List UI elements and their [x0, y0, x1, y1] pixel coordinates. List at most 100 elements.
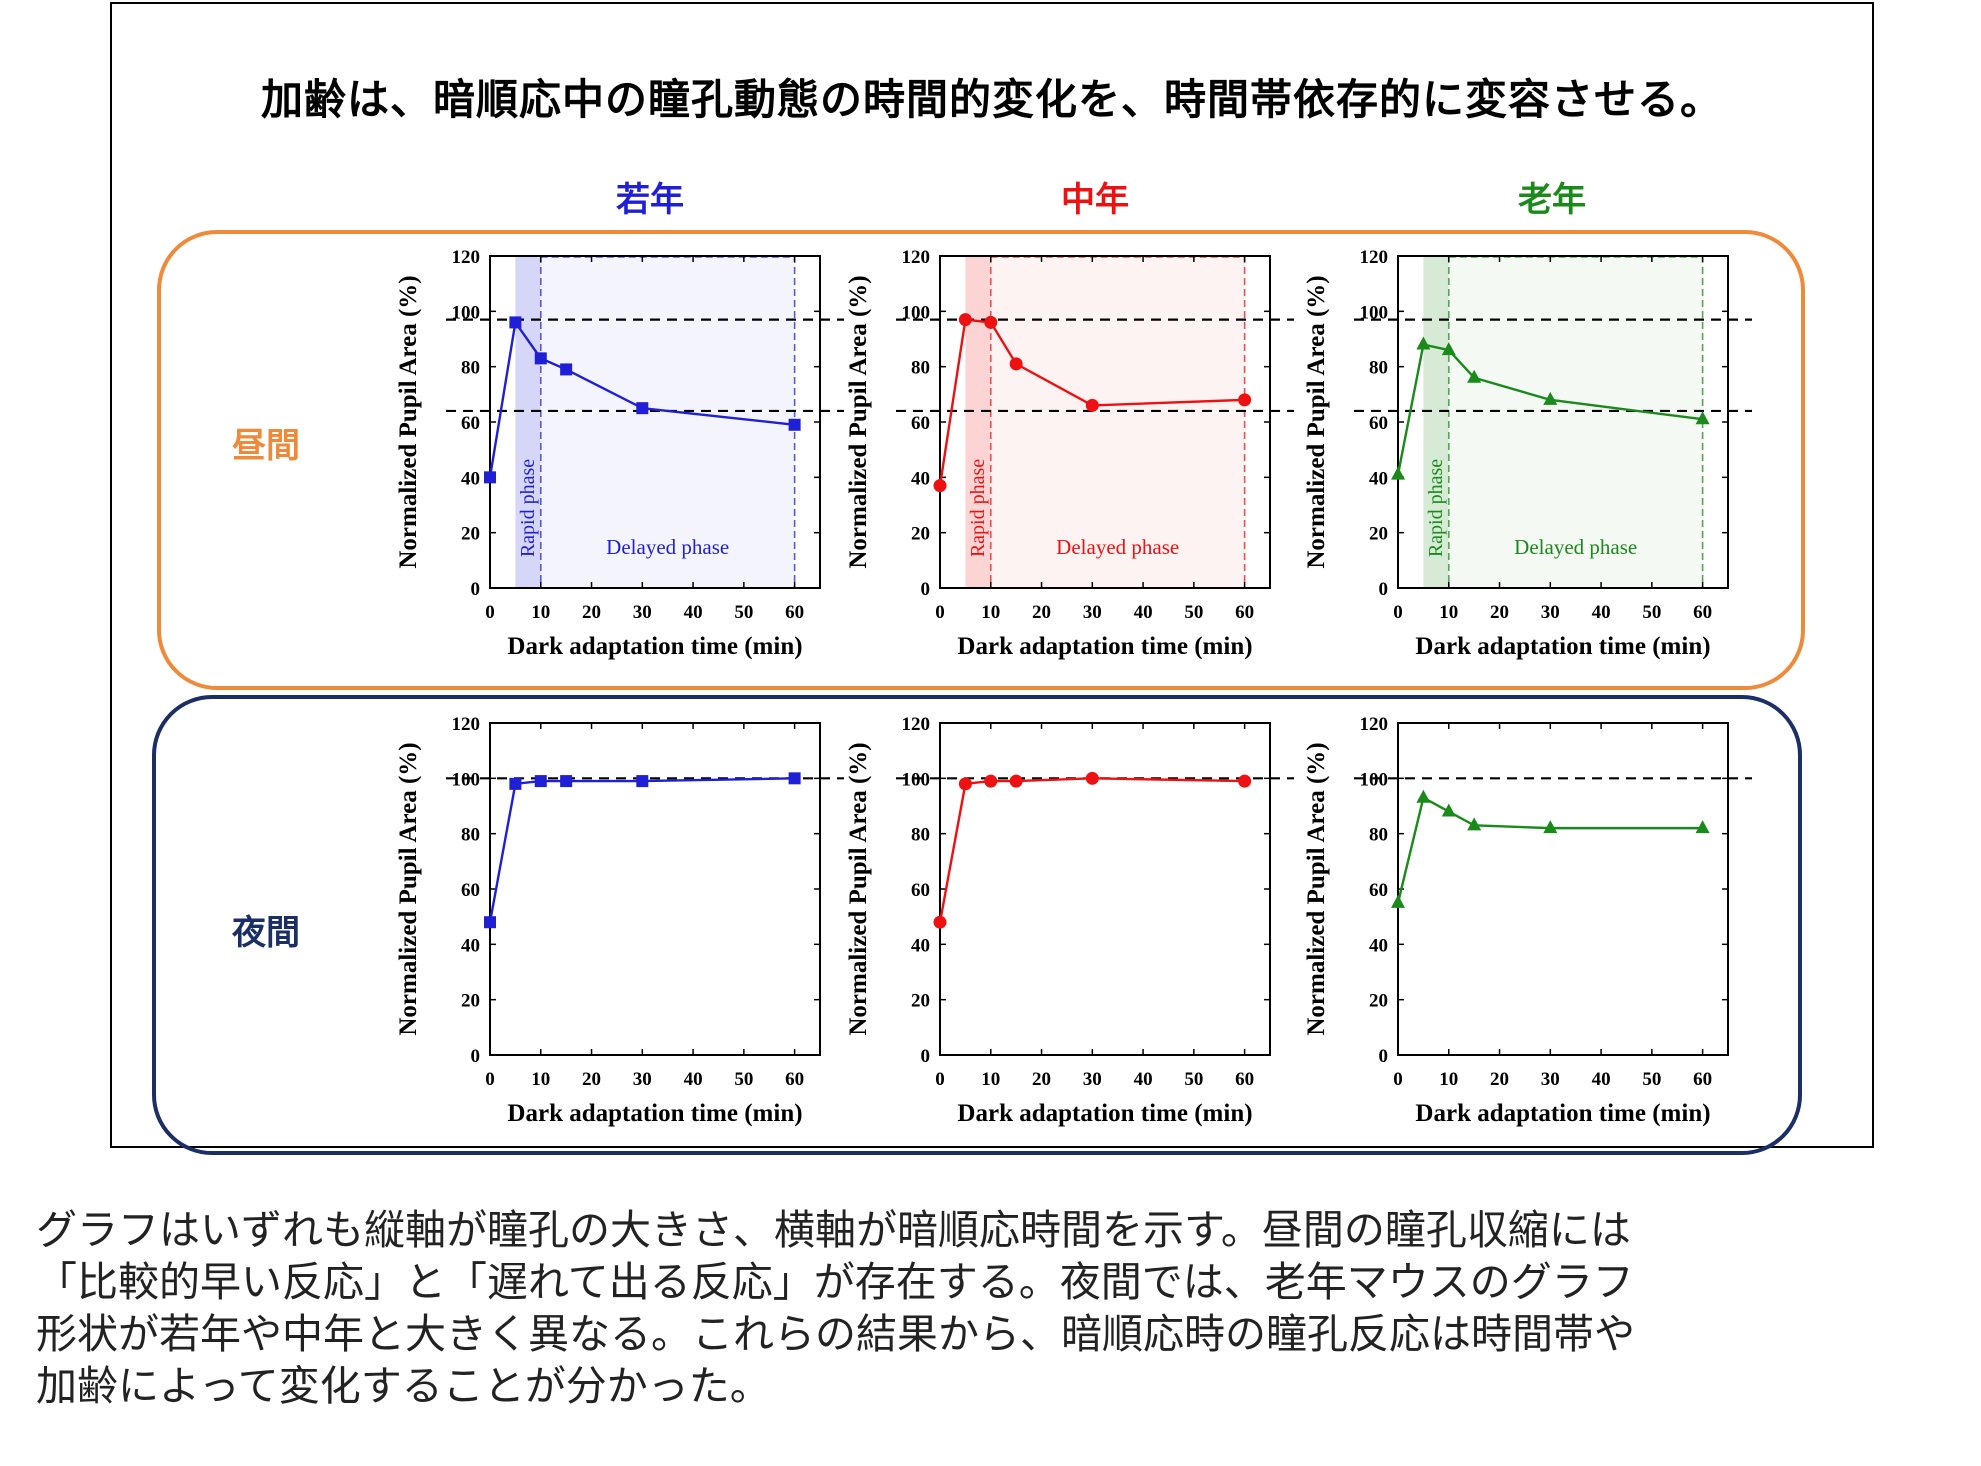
x-tick-label: 20	[1490, 602, 1509, 623]
y-axis-label: Normalized Pupil Area (%)	[1303, 275, 1330, 568]
data-point	[1695, 820, 1710, 834]
y-tick-label: 120	[902, 247, 931, 268]
data-point	[484, 916, 496, 929]
data-point	[788, 418, 801, 431]
y-tick-label: 0	[921, 1046, 931, 1067]
y-tick-label: 40	[911, 468, 930, 489]
x-tick-label: 0	[485, 1069, 495, 1090]
y-tick-label: 0	[1379, 1046, 1389, 1067]
y-tick-label: 40	[461, 468, 480, 489]
column-heading-old: 老年	[1518, 180, 1586, 220]
y-axis-label: Normalized Pupil Area (%)	[1303, 742, 1330, 1035]
x-tick-label: 60	[1693, 602, 1712, 623]
data-point	[958, 777, 972, 791]
data-point	[1441, 803, 1456, 817]
rapid-phase-label: Rapid phase	[967, 459, 989, 557]
main-title: 加齢は、暗順応中の瞳孔動態の時間的変化を、時間帯依存的に変容させる。	[260, 75, 1723, 124]
y-tick-label: 80	[1369, 358, 1388, 379]
x-tick-label: 10	[531, 1069, 550, 1090]
nighttime-row-box	[152, 695, 1802, 1155]
data-point	[509, 777, 522, 790]
x-tick-label: 0	[935, 1069, 945, 1090]
data-point	[1009, 774, 1023, 788]
y-tick-label: 40	[461, 935, 480, 956]
data-point	[1543, 391, 1558, 405]
y-tick-label: 60	[1369, 880, 1388, 901]
y-tick-label: 120	[452, 247, 481, 268]
x-axis-label: Dark adaptation time (min)	[1415, 1100, 1710, 1127]
y-tick-label: 120	[1360, 247, 1389, 268]
x-axis-label: Dark adaptation time (min)	[1415, 633, 1710, 660]
data-point	[984, 315, 998, 329]
series-line	[1396, 795, 1703, 904]
y-tick-label: 20	[461, 991, 480, 1012]
y-tick-label: 40	[1369, 935, 1388, 956]
x-tick-label: 0	[1393, 602, 1403, 623]
x-tick-label: 60	[1235, 1069, 1254, 1090]
data-point	[560, 775, 573, 788]
x-tick-label: 0	[1393, 1069, 1403, 1090]
data-point	[1009, 357, 1023, 371]
y-tick-label: 20	[1369, 524, 1388, 545]
delayed-phase-label: Delayed phase	[1056, 535, 1179, 559]
rapid-phase-label: Rapid phase	[517, 459, 539, 557]
y-tick-label: 40	[911, 935, 930, 956]
data-point	[484, 471, 496, 484]
x-tick-label: 30	[633, 1069, 652, 1090]
x-tick-label: 50	[734, 1069, 753, 1090]
y-tick-label: 60	[461, 880, 480, 901]
x-tick-label: 50	[734, 602, 753, 623]
x-tick-label: 50	[1642, 602, 1661, 623]
y-tick-label: 0	[471, 579, 481, 600]
data-point	[933, 915, 947, 929]
chart-day-middle: 0 20 40 60 80 100 120 0 10 20 30 40 50 60 Dark adaptat…	[845, 247, 1294, 660]
y-tick-label: 80	[911, 358, 930, 379]
x-axis-label: Dark adaptation time (min)	[957, 1100, 1252, 1127]
x-tick-label: 0	[935, 602, 945, 623]
y-tick-label: 100	[902, 769, 931, 790]
delayed-phase-label: Delayed phase	[606, 535, 729, 559]
y-tick-label: 60	[911, 880, 930, 901]
data-point	[1441, 342, 1456, 356]
x-tick-label: 30	[1541, 602, 1560, 623]
y-tick-label: 20	[911, 991, 930, 1012]
x-tick-label: 10	[981, 1069, 1000, 1090]
data-point	[958, 313, 972, 327]
data-point	[1467, 369, 1482, 383]
delayed-phase-band	[1448, 256, 1703, 588]
series-line	[938, 318, 1245, 486]
plot-frame	[1397, 722, 1729, 1056]
figure-frame	[110, 2, 1874, 1148]
series-line	[938, 777, 1245, 923]
x-axis-label: Dark adaptation time (min)	[507, 633, 802, 660]
rapid-phase-band	[515, 256, 541, 588]
y-tick-label: 0	[921, 579, 931, 600]
x-tick-label: 10	[1439, 602, 1458, 623]
delayed-phase-band	[540, 256, 795, 588]
column-heading-young: 若年	[616, 180, 684, 220]
data-point	[984, 774, 998, 788]
y-tick-label: 120	[902, 714, 931, 735]
y-axis-label: Normalized Pupil Area (%)	[845, 275, 872, 568]
x-tick-label: 60	[785, 1069, 804, 1090]
x-tick-label: 10	[531, 602, 550, 623]
data-point	[1238, 774, 1252, 788]
data-point	[1416, 336, 1431, 350]
y-tick-label: 80	[1369, 825, 1388, 846]
y-tick-label: 80	[461, 358, 480, 379]
x-tick-label: 30	[1083, 602, 1102, 623]
x-tick-label: 20	[1032, 1069, 1051, 1090]
column-heading-middle: 中年	[1061, 180, 1129, 220]
x-tick-label: 40	[684, 1069, 703, 1090]
y-tick-label: 100	[902, 302, 931, 323]
data-point	[636, 402, 649, 415]
data-point	[1085, 771, 1099, 785]
figure-caption: グラフはいずれも縦軸が瞳孔の大きさ、横軸が暗順応時間を示す。昼間の瞳孔収縮には …	[36, 1204, 1956, 1412]
delayed-phase-label: Delayed phase	[1514, 535, 1637, 559]
y-tick-label: 20	[911, 524, 930, 545]
data-point	[1467, 817, 1482, 831]
x-tick-label: 20	[1032, 602, 1051, 623]
y-tick-label: 60	[911, 413, 930, 434]
caption-line: 「比較的早い反応」と「遅れて出る反応」が存在する。夜間では、老年マウスのグラフ	[36, 1258, 1634, 1306]
x-tick-label: 30	[1541, 1069, 1560, 1090]
